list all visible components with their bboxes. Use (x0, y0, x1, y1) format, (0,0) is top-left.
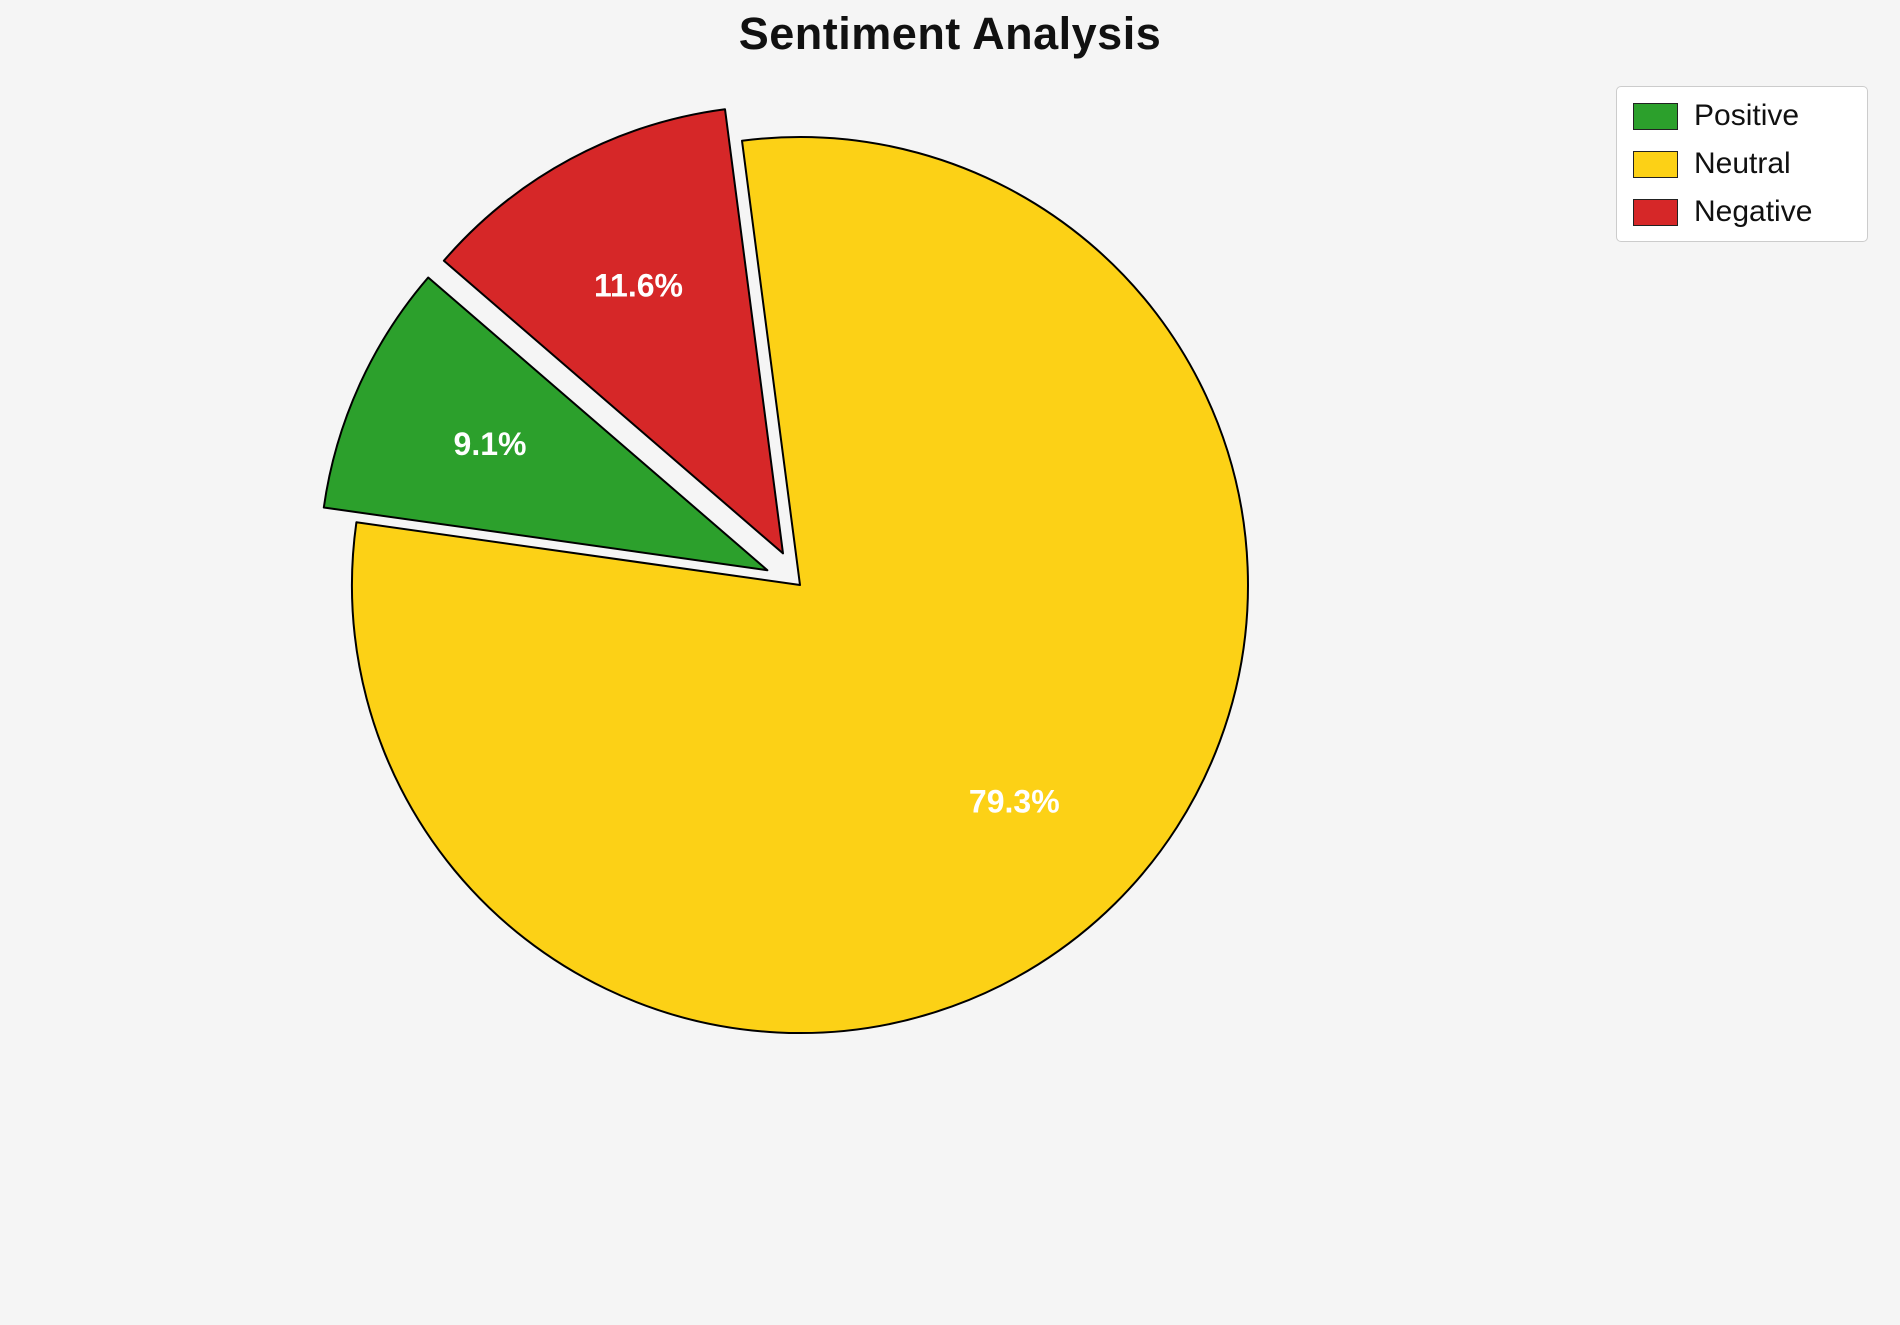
pie-slice-label-positive: 9.1% (454, 426, 527, 462)
legend-item-negative: Negative (1633, 195, 1851, 229)
pie-slice-positive (322, 276, 769, 572)
pie-slice-negative (442, 108, 784, 555)
legend-label-negative: Negative (1694, 195, 1813, 228)
legend-swatch-negative (1633, 198, 1678, 226)
legend-swatch-positive (1633, 102, 1678, 130)
legend-item-positive: Positive (1633, 99, 1851, 133)
legend: Positive Neutral Negative (1616, 86, 1868, 242)
pie-slice-label-negative: 11.6% (594, 267, 683, 303)
pie-slice-neutral (351, 136, 1249, 1034)
legend-label-positive: Positive (1694, 99, 1800, 132)
legend-item-neutral: Neutral (1633, 147, 1851, 181)
legend-swatch-neutral (1633, 150, 1678, 178)
pie-slice-label-neutral: 79.3% (969, 784, 1060, 820)
legend-label-neutral: Neutral (1694, 147, 1791, 180)
chart-title: Sentiment Analysis (738, 8, 1162, 59)
